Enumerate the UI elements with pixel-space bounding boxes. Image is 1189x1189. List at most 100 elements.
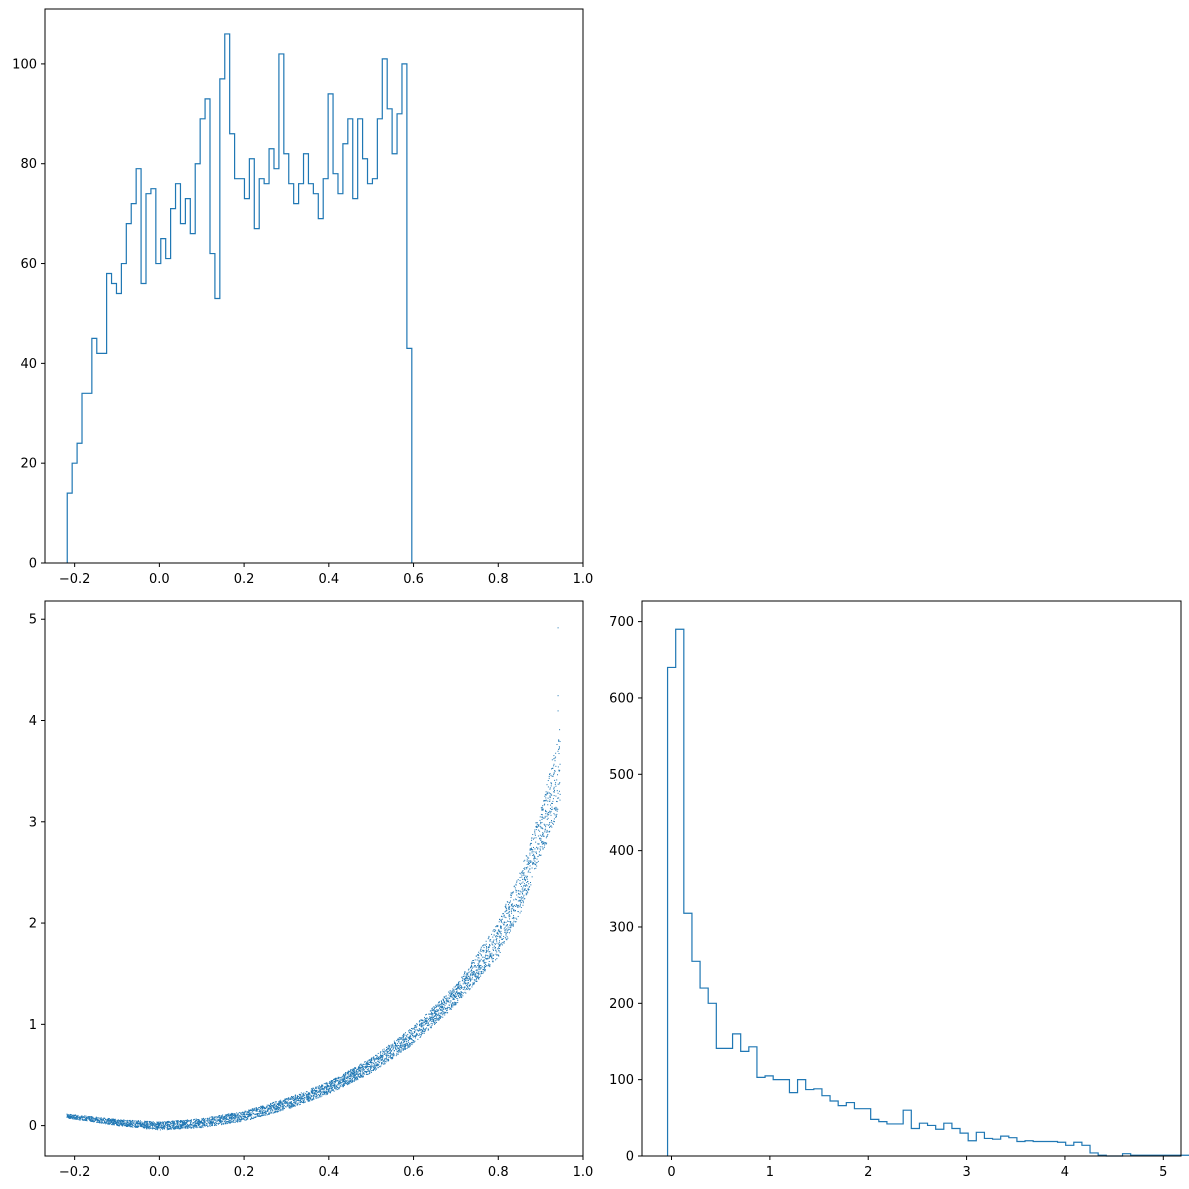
scatter-point (171, 1120, 173, 1122)
scatter-point (409, 1037, 411, 1039)
scatter-point (541, 827, 543, 829)
scatter-point (525, 877, 527, 879)
scatter-point (358, 1066, 360, 1068)
scatter-point (482, 960, 484, 962)
scatter-point (322, 1090, 324, 1092)
scatter-point (230, 1115, 232, 1117)
scatter-point (489, 940, 491, 942)
scatter-point (176, 1121, 178, 1123)
scatter-point (224, 1115, 226, 1117)
scatter-point (128, 1124, 130, 1126)
scatter-point (471, 966, 473, 968)
scatter-point (478, 959, 480, 961)
scatter-point (544, 795, 546, 797)
scatter-point (515, 921, 517, 923)
scatter-point (559, 793, 561, 795)
scatter-point (540, 821, 542, 823)
scatter-point (290, 1096, 292, 1098)
scatter-point (553, 758, 555, 760)
scatter-point (492, 930, 494, 932)
scatter-point (477, 953, 479, 955)
scatter-point (179, 1121, 181, 1123)
scatter-point (251, 1114, 253, 1116)
scatter-point (157, 1129, 159, 1131)
scatter-point (212, 1117, 214, 1119)
scatter-point (365, 1072, 367, 1074)
scatter-point (380, 1059, 382, 1061)
scatter-point (297, 1098, 299, 1100)
scatter-point (334, 1085, 336, 1087)
scatter-point (468, 985, 470, 987)
scatter-point (344, 1082, 346, 1084)
scatter-point (284, 1099, 286, 1101)
scatter-point (460, 986, 462, 988)
scatter-point (223, 1122, 225, 1124)
scatter-point (220, 1119, 222, 1121)
scatter-point (208, 1118, 210, 1120)
scatter-point (373, 1060, 375, 1062)
scatter-point (360, 1074, 362, 1076)
scatter-point (367, 1073, 369, 1075)
scatter-point (516, 881, 518, 883)
scatter-point (121, 1121, 123, 1123)
scatter-point (352, 1072, 354, 1074)
scatter-point (366, 1061, 368, 1063)
scatter-point (359, 1069, 361, 1071)
scatter-point (476, 959, 478, 961)
scatter-point (93, 1121, 95, 1123)
scatter-point (186, 1121, 188, 1123)
scatter-point (374, 1067, 376, 1069)
scatter-point (534, 868, 536, 870)
scatter-point (320, 1090, 322, 1092)
scatter-point (98, 1121, 100, 1123)
scatter-point (255, 1116, 257, 1118)
scatter-point (418, 1029, 420, 1031)
scatter-point (506, 924, 508, 926)
scatter-point (381, 1062, 383, 1064)
scatter-point (279, 1102, 281, 1104)
scatter-point (357, 1068, 359, 1070)
scatter-point (556, 743, 558, 745)
scatter-point (85, 1119, 87, 1121)
scatter-point (466, 982, 468, 984)
scatter-point (366, 1071, 368, 1073)
scatter-point (127, 1125, 129, 1127)
scatter-point (167, 1126, 169, 1128)
scatter-point (466, 985, 468, 987)
scatter-point (465, 976, 467, 978)
scatter-point (450, 995, 452, 997)
scatter-point (133, 1123, 135, 1125)
scatter-point (198, 1121, 200, 1123)
scatter-point (349, 1081, 351, 1083)
scatter-point (227, 1118, 229, 1120)
scatter-point (499, 940, 500, 942)
scatter-point (405, 1032, 407, 1034)
scatter-point (557, 792, 559, 794)
scatter-point (499, 937, 501, 939)
scatter-point (413, 1040, 415, 1042)
scatter-point (548, 814, 550, 816)
scatter-point (137, 1126, 139, 1128)
scatter-point (203, 1122, 205, 1124)
scatter-point (553, 772, 555, 774)
scatter-point (231, 1116, 233, 1118)
scatter-point (446, 997, 448, 999)
scatter-point (223, 1120, 225, 1122)
scatter-point (288, 1097, 290, 1099)
scatter-point (347, 1072, 349, 1074)
scatter-point (365, 1071, 367, 1073)
scatter-point (108, 1118, 110, 1120)
scatter-point (393, 1042, 395, 1044)
scatter-point (536, 826, 538, 828)
scatter-point (483, 960, 485, 962)
scatter-point (136, 1121, 138, 1123)
scatter-point (323, 1088, 325, 1090)
scatter-point (106, 1120, 108, 1122)
scatter-point (79, 1117, 81, 1119)
scatter-point (222, 1119, 224, 1121)
scatter-point (475, 975, 477, 977)
scatter-point (396, 1054, 398, 1056)
scatter-point (180, 1122, 182, 1124)
scatter-point (292, 1099, 294, 1101)
scatter-point (331, 1083, 333, 1085)
